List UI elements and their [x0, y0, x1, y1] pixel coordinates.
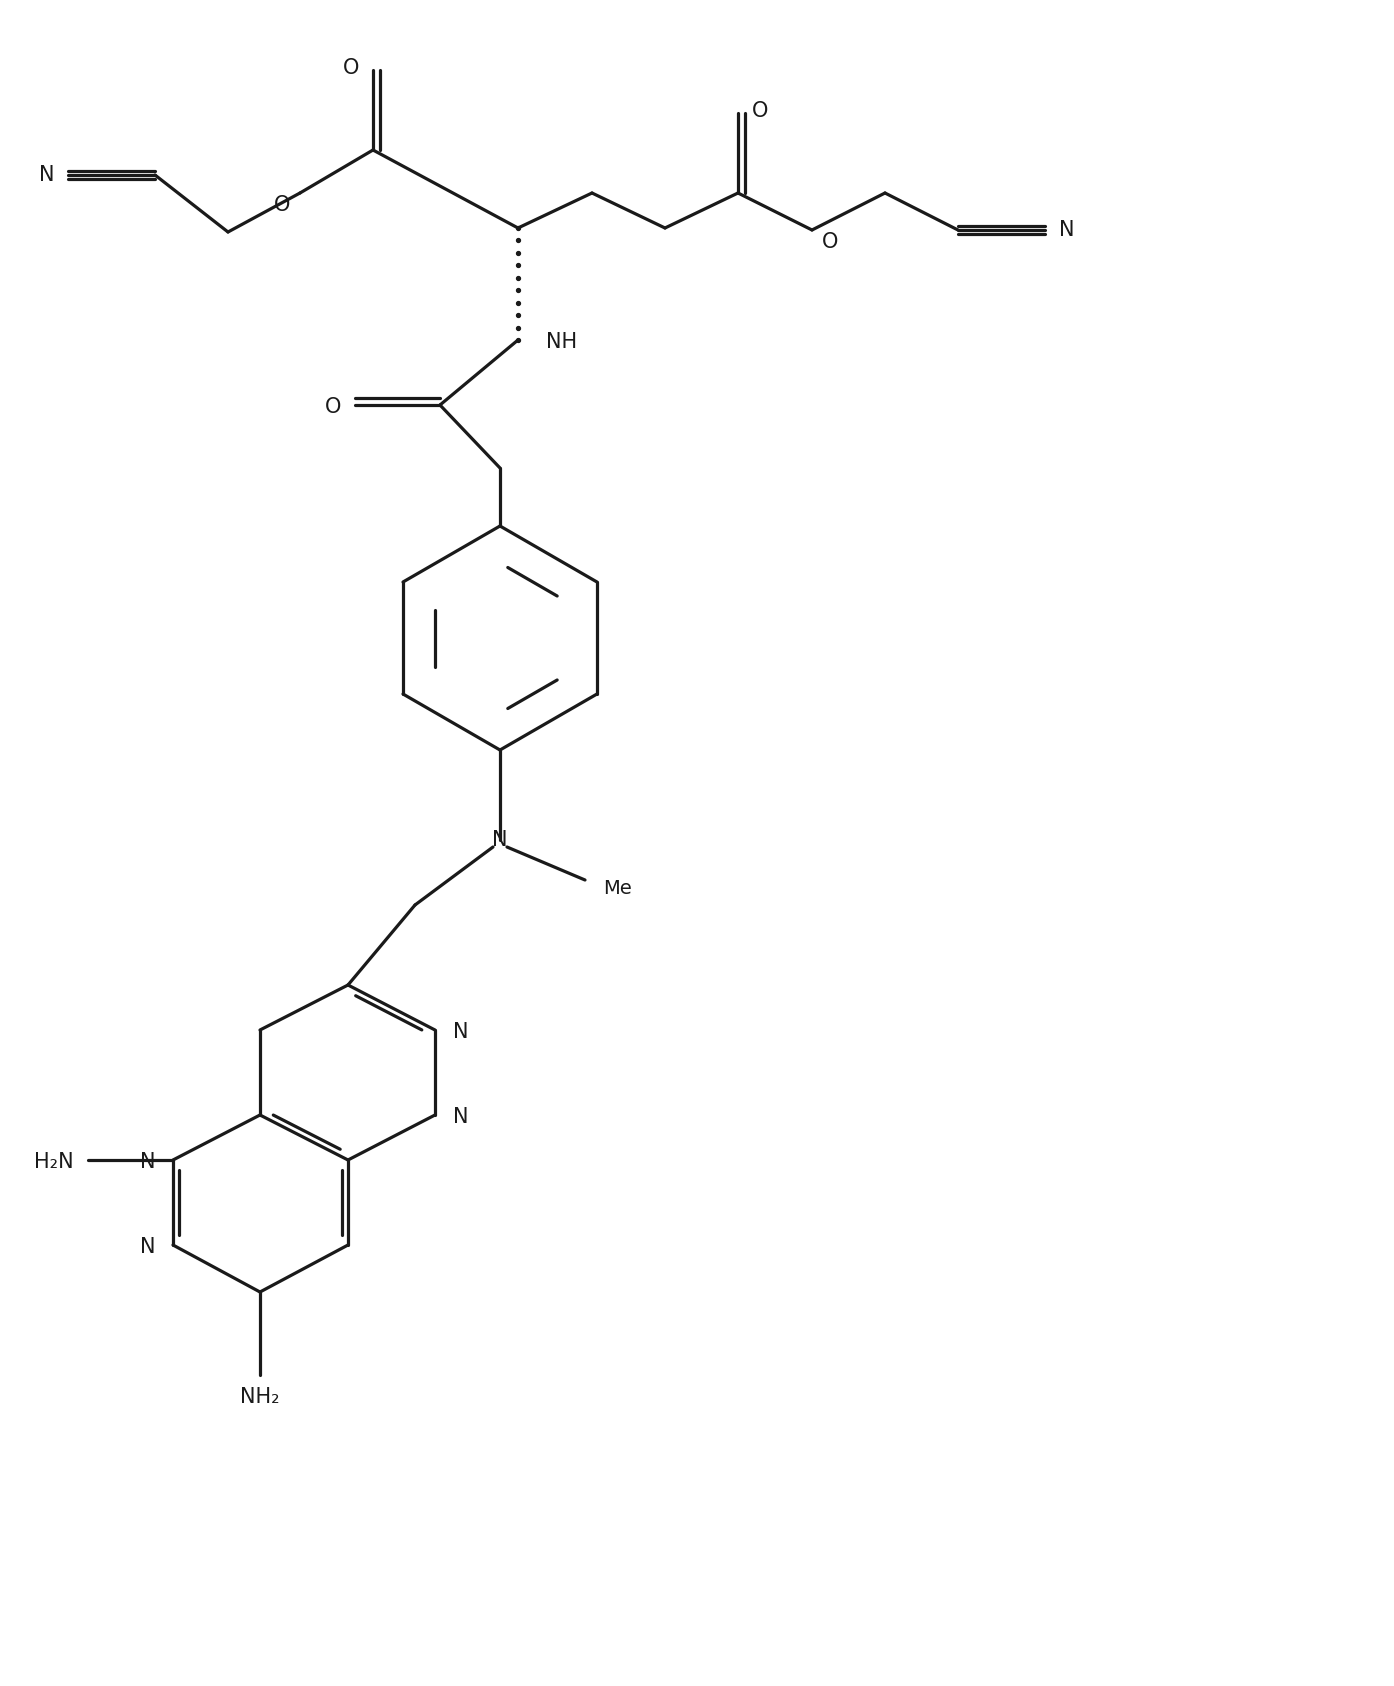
Text: H₂N: H₂N [35, 1152, 74, 1172]
Text: N: N [139, 1238, 155, 1258]
Text: O: O [273, 196, 290, 216]
Text: NH₂: NH₂ [240, 1388, 280, 1408]
Text: O: O [325, 396, 342, 416]
Text: N: N [492, 830, 507, 850]
Text: N: N [453, 1108, 468, 1126]
Text: N: N [139, 1152, 155, 1172]
Text: Me: Me [604, 878, 631, 897]
Text: O: O [822, 233, 838, 251]
Text: O: O [343, 57, 360, 78]
Text: O: O [751, 101, 768, 121]
Text: N: N [453, 1022, 468, 1042]
Text: N: N [1059, 219, 1075, 239]
Text: NH: NH [546, 332, 577, 352]
Text: N: N [39, 165, 54, 185]
